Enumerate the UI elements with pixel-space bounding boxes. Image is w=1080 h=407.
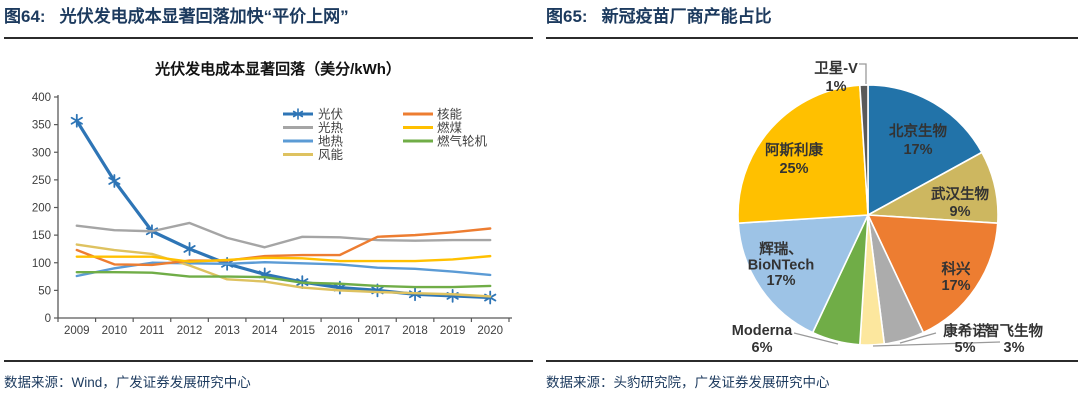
pie-slice-label: 17% xyxy=(903,142,932,158)
pie-slice-label: 康希诺 xyxy=(943,322,987,340)
pie-slice-label: 智飞生物 xyxy=(985,322,1043,340)
y-tick-label: 50 xyxy=(38,285,51,297)
series-line xyxy=(75,227,492,267)
marker-asterisk xyxy=(70,116,83,125)
x-tick-label: 2016 xyxy=(327,325,353,337)
x-tick-label: 2014 xyxy=(252,325,278,337)
pie-slice-label: 阿斯利康 xyxy=(765,141,823,159)
figure-65-caption-text: 新冠疫苗厂商产能占比 xyxy=(601,7,772,26)
pie-leader-line xyxy=(872,341,1001,347)
pie-leader-line xyxy=(899,332,937,344)
figure-65-source: 数据来源：头豹研究院，广发证券发展研究中心 xyxy=(546,375,830,390)
pie-chart: 北京生物17%武汉生物9%科兴17%康希诺5%智飞生物3%Moderna6%辉瑞… xyxy=(732,60,1044,356)
pie-slice-label: 北京生物 xyxy=(889,122,947,140)
pie-slice-label: 17% xyxy=(766,273,795,289)
pie-slice-label: 9% xyxy=(950,204,971,220)
marker-asterisk xyxy=(292,110,304,118)
x-tick-label: 2010 xyxy=(102,325,128,337)
pie-slice xyxy=(867,84,983,216)
figure-65-bottom-rule xyxy=(546,360,1078,362)
pie-slice xyxy=(859,84,869,216)
series-line xyxy=(75,243,492,298)
x-tick-label: 2020 xyxy=(477,325,503,337)
x-tick-label: 2012 xyxy=(177,325,203,337)
marker-asterisk xyxy=(108,177,121,185)
pie-slice-label: 3% xyxy=(1004,340,1025,356)
legend-label: 风能 xyxy=(318,148,344,162)
pie-slice-label: 科兴 xyxy=(942,260,971,278)
y-tick-label: 250 xyxy=(32,175,51,187)
pie-slice-label: 武汉生物 xyxy=(931,185,989,203)
series-line xyxy=(75,254,492,263)
figure-64-source: 数据来源：Wind，广发证券发展研究中心 xyxy=(4,375,251,390)
figure-65-caption: 图65: 新冠疫苗厂商产能占比 xyxy=(546,5,1078,39)
pie-leader-line xyxy=(793,332,839,345)
line-chart-title: 光伏发电成本显著回落（美分/kWh） xyxy=(155,61,401,78)
pie-leader-line xyxy=(859,63,867,84)
x-tick-label: 2011 xyxy=(140,325,165,337)
y-tick-label: 400 xyxy=(32,92,51,104)
pie-slice xyxy=(867,214,999,334)
x-tick-label: 2013 xyxy=(214,325,240,337)
pie-slice-label: Moderna xyxy=(732,323,793,339)
series-line xyxy=(75,119,492,300)
series-line xyxy=(75,221,492,249)
pie-slice-label: BioNTech xyxy=(748,258,815,274)
series-line xyxy=(75,270,492,289)
legend-label: 光热 xyxy=(318,121,344,135)
figure-64-caption-label: 图64: xyxy=(4,7,46,26)
legend-label: 燃煤 xyxy=(437,120,463,135)
pie-slice xyxy=(737,214,869,334)
y-tick-label: 200 xyxy=(32,203,51,215)
pie-slice-label: 辉瑞、 xyxy=(759,240,803,258)
figure-64-caption: 图64: 光伏发电成本显著回落加快“平价上网” xyxy=(4,5,533,39)
marker-asterisk xyxy=(183,245,196,253)
figure-64-caption-text: 光伏发电成本显著回落加快“平价上网” xyxy=(59,7,349,26)
x-tick-label: 2017 xyxy=(365,325,391,337)
legend-label: 核能 xyxy=(437,108,463,122)
legend-label: 光伏 xyxy=(318,108,344,122)
legend-label: 燃气轮机 xyxy=(437,134,488,149)
pie-slice-label: 5% xyxy=(955,340,976,356)
pie-slice-label: 卫星-V xyxy=(814,60,858,77)
y-tick-label: 100 xyxy=(32,258,51,270)
pie-slice-label: 17% xyxy=(941,278,970,294)
pie-slice-label: 1% xyxy=(826,79,847,95)
pie-slice-label: 25% xyxy=(779,161,808,177)
y-tick-label: 150 xyxy=(32,230,51,242)
x-tick-label: 2018 xyxy=(402,325,428,337)
y-tick-label: 350 xyxy=(32,120,51,132)
pie-slice xyxy=(737,84,869,224)
line-chart: 0 50 100 150 200 250 300 350 400 2009 2010 2011 2012… xyxy=(32,92,512,337)
figure-65-caption-label: 图65: xyxy=(546,7,588,26)
x-tick-label: 2015 xyxy=(289,325,315,337)
pie-slice-label: 6% xyxy=(752,340,773,356)
y-tick-label: 300 xyxy=(32,147,51,159)
x-tick-label: 2019 xyxy=(440,325,466,337)
x-tick-label: 2009 xyxy=(64,325,90,337)
y-tick-label: 0 xyxy=(45,313,51,325)
figure-64-bottom-rule xyxy=(4,360,533,362)
legend-label: 地热 xyxy=(318,135,344,149)
